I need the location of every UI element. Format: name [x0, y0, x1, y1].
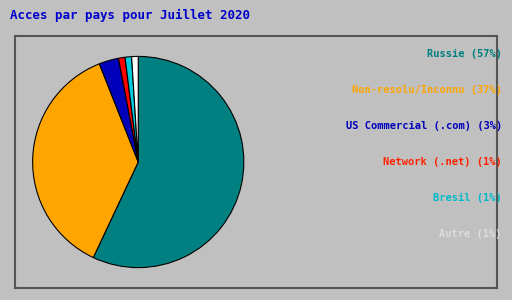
Wedge shape — [118, 57, 138, 162]
Text: Network (.net) (1%): Network (.net) (1%) — [383, 157, 502, 167]
Wedge shape — [125, 57, 138, 162]
Text: Autre (1%): Autre (1%) — [439, 229, 502, 239]
Wedge shape — [99, 58, 138, 162]
Text: Non-resolu/Inconnu (37%): Non-resolu/Inconnu (37%) — [352, 85, 502, 95]
Text: Acces par pays pour Juillet 2020: Acces par pays pour Juillet 2020 — [10, 9, 250, 22]
Text: Russie (57%): Russie (57%) — [427, 49, 502, 59]
Wedge shape — [93, 56, 244, 268]
Wedge shape — [132, 56, 138, 162]
Text: Bresil (1%): Bresil (1%) — [433, 193, 502, 203]
Text: US Commercial (.com) (3%): US Commercial (.com) (3%) — [346, 121, 502, 131]
Wedge shape — [33, 64, 138, 257]
